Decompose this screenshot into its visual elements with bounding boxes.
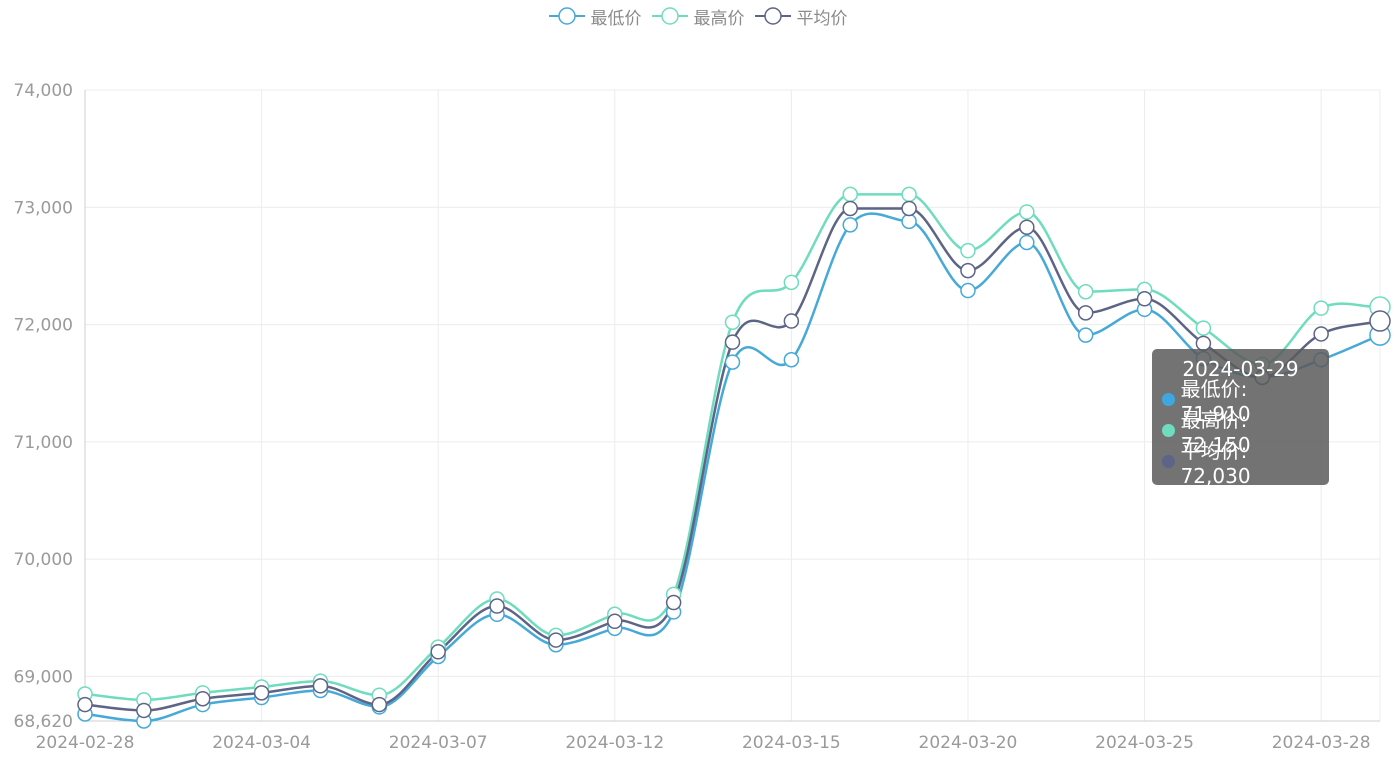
y-tick-label: 72,000 bbox=[14, 316, 73, 336]
data-point bbox=[1195, 320, 1212, 336]
data-point bbox=[1077, 305, 1094, 321]
chart-tooltip: 2024-03-29 最低价: 71,910 最高价: 72,150 平均价: … bbox=[1152, 349, 1329, 488]
data-point bbox=[1019, 234, 1035, 251]
x-tick-label: 2024-03-15 bbox=[742, 733, 841, 753]
data-point bbox=[842, 186, 858, 203]
x-tick-label: 2024-03-12 bbox=[565, 733, 664, 753]
data-point bbox=[77, 696, 93, 713]
data-point bbox=[1136, 291, 1153, 307]
x-tick-label: 2024-03-28 bbox=[1272, 733, 1371, 753]
data-point bbox=[607, 613, 623, 630]
y-tick-label: 68,620 bbox=[14, 712, 73, 732]
tooltip-row-high: 最高价: 72,150 bbox=[1162, 408, 1319, 457]
tooltip-row-low: 最低价: 71,910 bbox=[1162, 377, 1319, 426]
data-point bbox=[901, 186, 917, 203]
legend-item-avg[interactable]: 平均价 bbox=[754, 4, 848, 29]
legend-line-circle-icon bbox=[651, 7, 688, 25]
y-tick-label: 70,000 bbox=[14, 550, 73, 570]
series-dot-icon bbox=[1162, 393, 1175, 406]
y-tick-label: 71,000 bbox=[14, 433, 73, 453]
legend-line-circle-icon bbox=[548, 7, 585, 25]
tooltip-value: 最低价: 71,910 bbox=[1180, 377, 1251, 426]
data-point bbox=[960, 282, 976, 299]
y-tick-label: 74,000 bbox=[14, 81, 73, 101]
series-dot-icon bbox=[1162, 424, 1175, 437]
legend-item-high[interactable]: 最高价 bbox=[651, 4, 745, 29]
data-point bbox=[1077, 327, 1094, 343]
chart-legend: 最低价 最高价 平均价 bbox=[0, 4, 1396, 29]
data-point bbox=[1313, 326, 1329, 342]
legend-label: 平均价 bbox=[796, 8, 848, 29]
data-point bbox=[548, 632, 564, 648]
data-point bbox=[665, 594, 682, 611]
data-point bbox=[1313, 300, 1329, 316]
y-tick-label: 73,000 bbox=[14, 198, 73, 218]
data-point bbox=[842, 200, 858, 217]
data-point bbox=[724, 314, 741, 330]
x-tick-label: 2024-03-07 bbox=[389, 733, 488, 753]
data-point bbox=[371, 696, 388, 713]
legend-item-low[interactable]: 最低价 bbox=[548, 4, 642, 29]
tooltip-date: 2024-03-29 bbox=[1182, 357, 1299, 381]
x-tick-label: 2024-03-25 bbox=[1095, 733, 1194, 753]
data-point bbox=[783, 313, 800, 329]
y-tick-label: 69,000 bbox=[14, 667, 73, 687]
data-point bbox=[783, 352, 800, 368]
tooltip-row-avg: 平均价: 72,030 bbox=[1162, 439, 1319, 488]
x-tick-label: 2024-03-04 bbox=[212, 733, 311, 753]
tooltip-value: 平均价: 72,030 bbox=[1180, 439, 1251, 488]
tooltip-value: 最高价: 72,150 bbox=[1180, 408, 1251, 457]
x-tick-label: 2024-03-20 bbox=[919, 733, 1018, 753]
data-point bbox=[312, 678, 329, 694]
data-point bbox=[136, 702, 152, 719]
data-point bbox=[960, 242, 976, 259]
data-point bbox=[253, 685, 270, 701]
data-point bbox=[724, 354, 741, 370]
data-point bbox=[1019, 219, 1035, 235]
data-point bbox=[960, 262, 976, 279]
legend-label: 最低价 bbox=[590, 8, 642, 29]
data-point bbox=[430, 644, 446, 660]
legend-line-circle-icon bbox=[754, 7, 791, 25]
data-point bbox=[1019, 204, 1035, 220]
data-point bbox=[1369, 310, 1391, 332]
data-point bbox=[1077, 283, 1094, 300]
data-point bbox=[724, 334, 741, 350]
data-point bbox=[194, 690, 211, 707]
data-point bbox=[489, 598, 505, 614]
legend-label: 最高价 bbox=[693, 8, 745, 29]
data-point bbox=[842, 217, 858, 233]
data-point bbox=[901, 200, 917, 217]
series-dot-icon bbox=[1162, 455, 1175, 468]
data-point bbox=[901, 213, 917, 230]
x-tick-label: 2024-02-28 bbox=[36, 733, 135, 753]
data-point bbox=[783, 274, 800, 291]
